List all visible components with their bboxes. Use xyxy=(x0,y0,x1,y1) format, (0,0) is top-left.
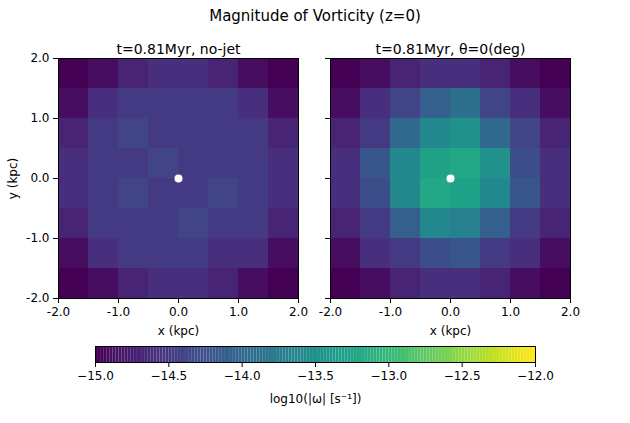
svg-text:-2.0: -2.0 xyxy=(319,305,342,319)
svg-text:2.0: 2.0 xyxy=(561,305,580,319)
svg-text:0.0: 0.0 xyxy=(169,305,188,319)
svg-text:log10(|ω| [s⁻¹]): log10(|ω| [s⁻¹]) xyxy=(270,392,362,406)
svg-text:−15.0: −15.0 xyxy=(77,369,114,383)
svg-text:-2.0: -2.0 xyxy=(26,291,49,305)
svg-text:−13.0: −13.0 xyxy=(370,369,407,383)
svg-text:1.0: 1.0 xyxy=(501,305,520,319)
svg-text:1.0: 1.0 xyxy=(30,111,49,125)
svg-text:-2.0: -2.0 xyxy=(47,305,70,319)
svg-text:−13.5: −13.5 xyxy=(297,369,334,383)
svg-text:-1.0: -1.0 xyxy=(379,305,402,319)
svg-text:2.0: 2.0 xyxy=(289,305,308,319)
svg-text:−14.0: −14.0 xyxy=(224,369,261,383)
svg-text:x (kpc): x (kpc) xyxy=(158,324,199,338)
svg-text:-1.0: -1.0 xyxy=(26,231,49,245)
svg-text:−12.5: −12.5 xyxy=(444,369,481,383)
html-text:Magnitude of Vorticity (z=0): Magnitude of Vorticity (z=0) xyxy=(209,7,421,25)
svg-text:0.0: 0.0 xyxy=(441,305,460,319)
svg-text:0.0: 0.0 xyxy=(30,171,49,185)
svg-text:x (kpc): x (kpc) xyxy=(430,324,471,338)
svg-text:t=0.81Myr, no-jet: t=0.81Myr, no-jet xyxy=(116,41,241,57)
svg-text:−12.0: −12.0 xyxy=(517,369,554,383)
svg-text:t=0.81Myr, θ=0(deg): t=0.81Myr, θ=0(deg) xyxy=(376,41,526,57)
svg-text:−14.5: −14.5 xyxy=(150,369,187,383)
svg-text:2.0: 2.0 xyxy=(30,51,49,65)
svg-text:1.0: 1.0 xyxy=(229,305,248,319)
svg-text:-1.0: -1.0 xyxy=(107,305,130,319)
svg-text:y (kpc): y (kpc) xyxy=(6,158,20,199)
